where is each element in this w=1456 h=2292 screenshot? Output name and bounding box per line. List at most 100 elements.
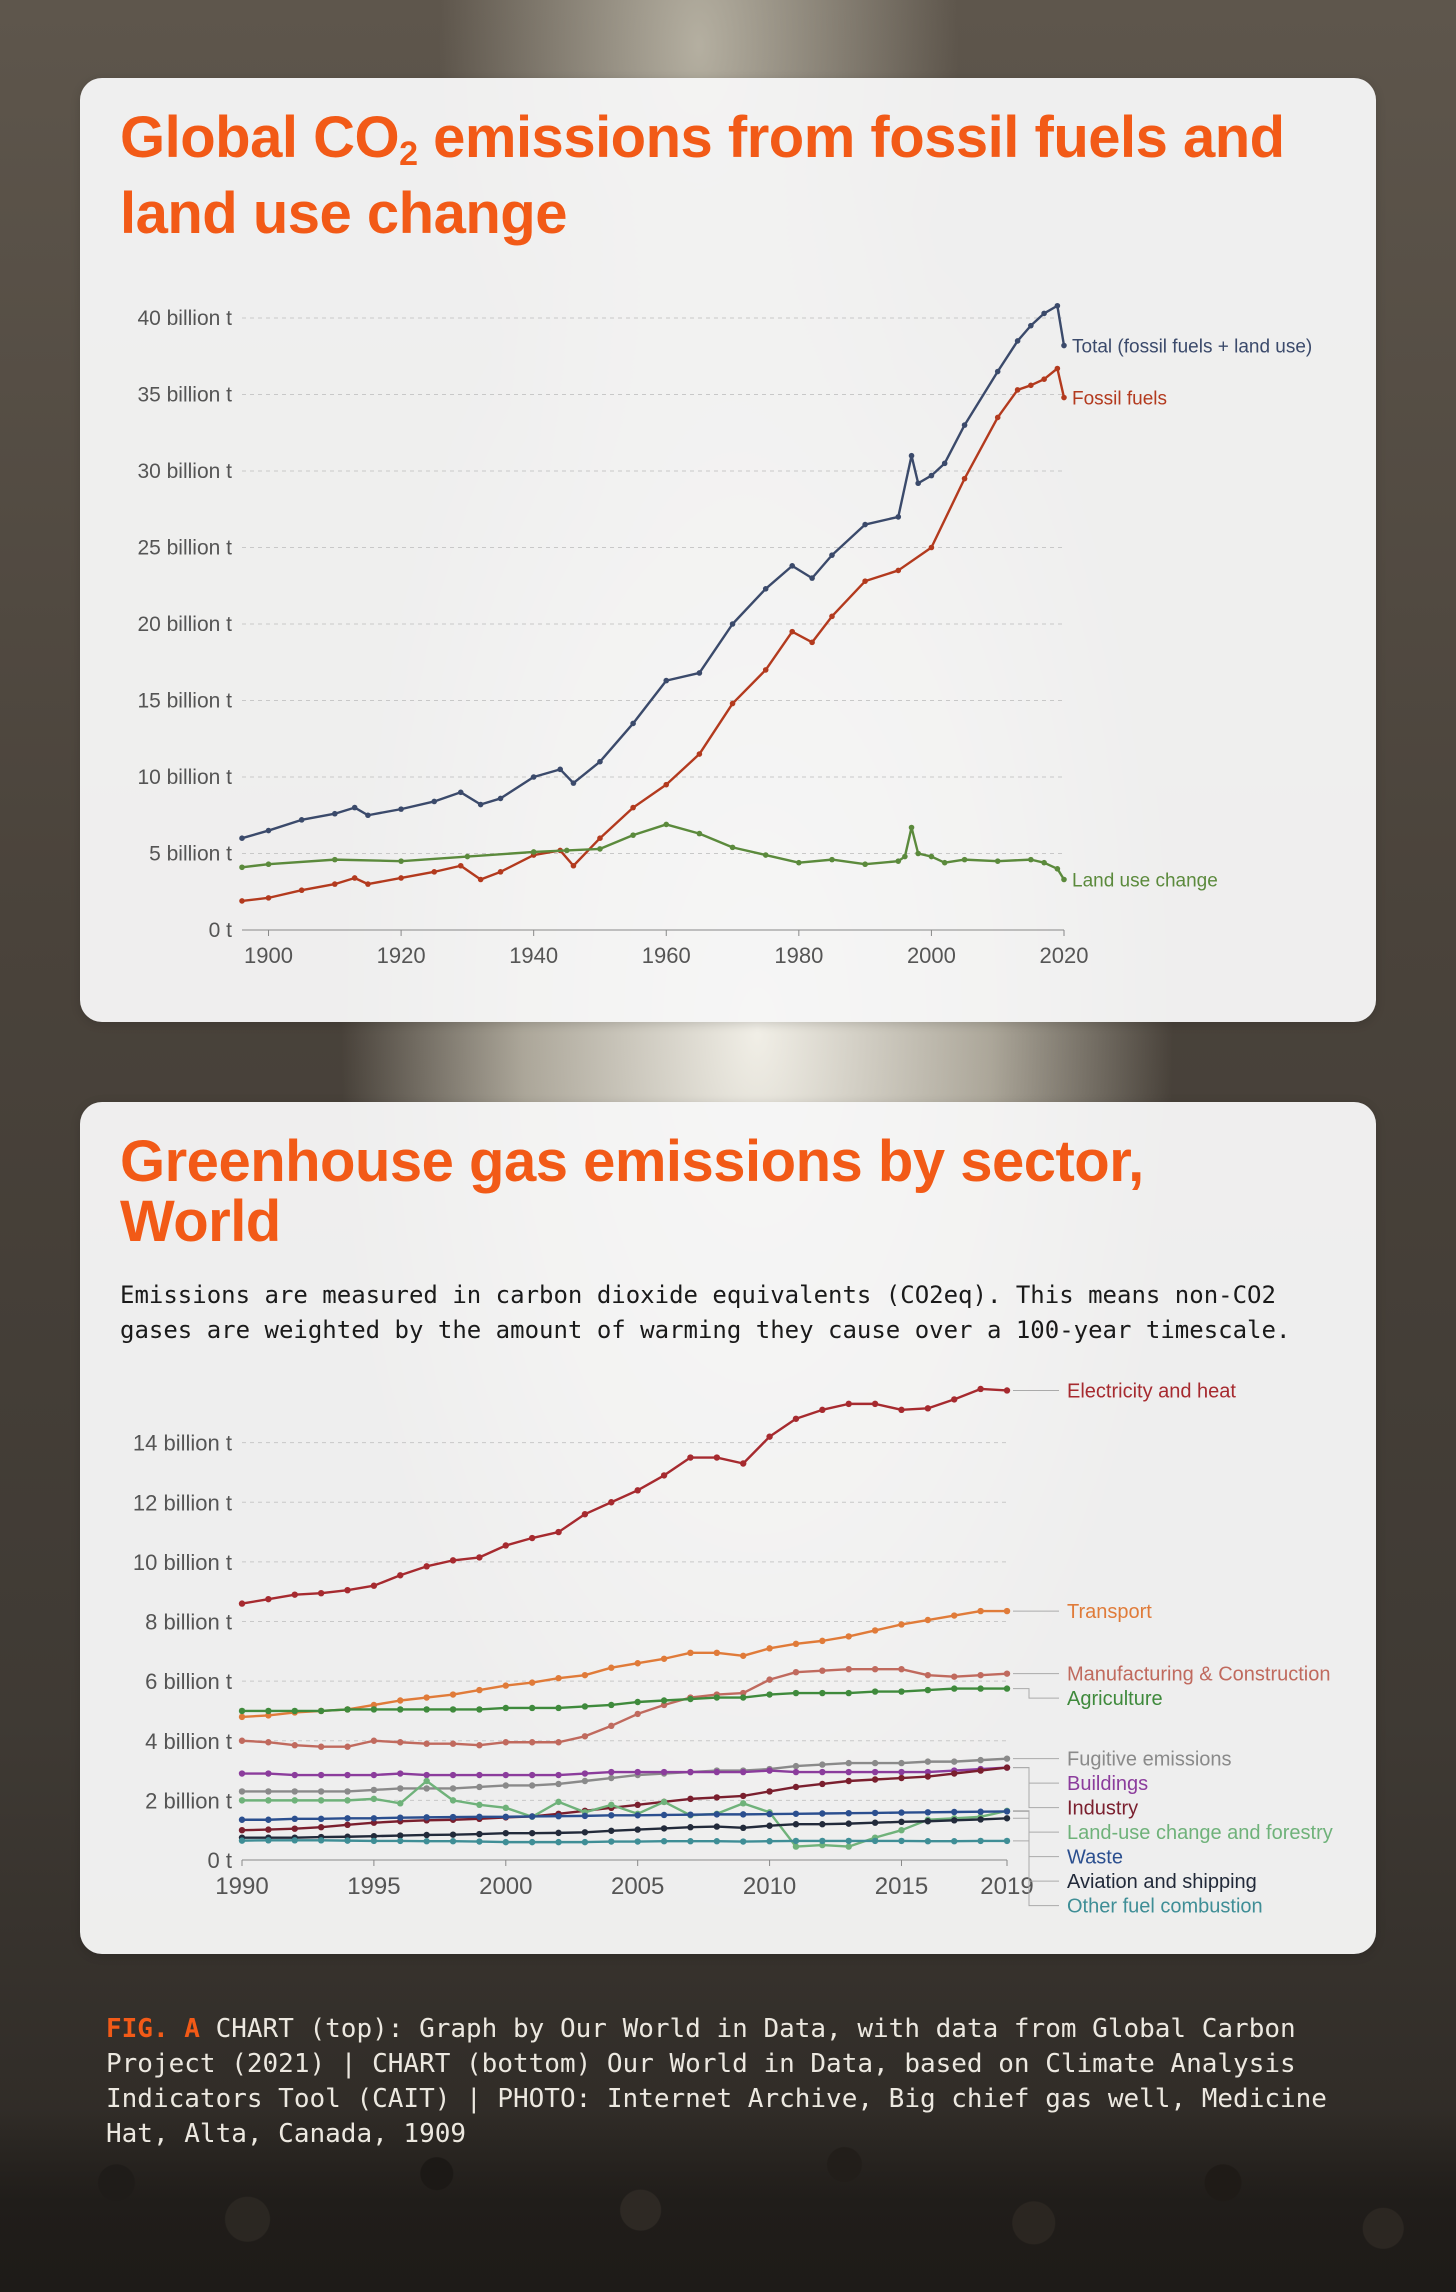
data-point-industry — [951, 1770, 958, 1777]
data-point-land-use-change-and-forestry — [740, 1800, 747, 1807]
data-point-total-fossil-fuels-land-use — [332, 810, 338, 817]
data-point-other-fuel-combustion — [291, 1837, 298, 1844]
x-tick-label: 1990 — [215, 1873, 268, 1900]
data-point-total-fossil-fuels-land-use — [497, 795, 504, 802]
data-point-fossil-fuels — [809, 639, 815, 646]
data-point-aviation-and-shipping — [871, 1819, 879, 1826]
data-point-electricity-and-heat — [423, 1563, 430, 1570]
data-point-total-fossil-fuels-land-use — [630, 720, 636, 727]
data-point-fossil-fuels — [365, 881, 371, 887]
data-point-fugitive-emissions — [291, 1788, 298, 1795]
data-point-fugitive-emissions — [476, 1783, 483, 1791]
data-point-electricity-and-heat — [792, 1415, 800, 1422]
data-point-waste — [1003, 1808, 1011, 1815]
data-point-waste — [766, 1810, 773, 1818]
data-point-buildings — [819, 1768, 826, 1776]
data-point-other-fuel-combustion — [766, 1838, 773, 1845]
data-point-land-use-change — [332, 856, 338, 863]
data-point-land-use-change — [862, 861, 868, 868]
data-point-industry — [291, 1825, 298, 1832]
data-point-electricity-and-heat — [476, 1554, 483, 1561]
data-point-land-use-change — [729, 844, 736, 851]
data-point-land-use-change-and-forestry — [344, 1797, 351, 1804]
data-point-other-fuel-combustion — [344, 1837, 351, 1844]
figure-caption: FIG. A CHART (top): Graph by Our World i… — [106, 2012, 1356, 2152]
data-point-electricity-and-heat — [660, 1472, 668, 1479]
data-point-electricity-and-heat — [265, 1595, 272, 1603]
data-point-manufacturing-construction — [344, 1743, 351, 1750]
y-tick-label: 35 billion t — [137, 384, 232, 407]
data-point-total-fossil-fuels-land-use — [597, 758, 603, 765]
data-point-electricity-and-heat — [871, 1400, 879, 1408]
label-connector-buildings — [1013, 1767, 1059, 1784]
data-point-land-use-change — [530, 849, 537, 855]
data-point-land-use-change — [928, 853, 935, 860]
data-point-total-fossil-fuels-land-use — [789, 563, 796, 569]
data-point-total-fossil-fuels-land-use — [477, 801, 484, 808]
co2-chart-card: Global CO2 emissions from fossil fuels a… — [80, 78, 1376, 1022]
x-tick-label: 2000 — [479, 1873, 532, 1900]
data-point-buildings — [476, 1771, 483, 1779]
data-point-land-use-change — [762, 852, 769, 858]
data-point-transport — [608, 1664, 615, 1671]
data-point-other-fuel-combustion — [687, 1838, 694, 1845]
data-point-fugitive-emissions — [871, 1759, 879, 1767]
data-point-manufacturing-construction — [660, 1701, 668, 1709]
data-point-total-fossil-fuels-land-use — [265, 827, 272, 834]
data-point-manufacturing-construction — [528, 1739, 536, 1746]
data-point-industry — [845, 1777, 852, 1785]
x-tick-label: 1940 — [509, 943, 558, 968]
data-point-aviation-and-shipping — [608, 1827, 615, 1834]
data-point-waste — [792, 1810, 800, 1817]
data-point-buildings — [608, 1768, 615, 1776]
data-point-aviation-and-shipping — [845, 1820, 852, 1827]
label-connector-agriculture — [1013, 1688, 1059, 1699]
data-point-waste — [924, 1809, 932, 1816]
data-point-buildings — [792, 1768, 800, 1776]
data-point-electricity-and-heat — [845, 1400, 852, 1408]
data-point-waste — [660, 1811, 668, 1819]
data-point-other-fuel-combustion — [634, 1838, 641, 1845]
data-point-buildings — [370, 1771, 378, 1779]
data-point-other-fuel-combustion — [1003, 1837, 1011, 1845]
series-line-land-use-change — [241, 823, 1066, 881]
data-point-buildings — [713, 1768, 721, 1776]
data-point-land-use-change — [597, 846, 603, 852]
data-point-land-use-change-and-forestry — [291, 1797, 298, 1804]
data-point-buildings — [397, 1770, 404, 1777]
data-point-total-fossil-fuels-land-use — [994, 368, 1001, 375]
data-point-agriculture — [370, 1706, 378, 1713]
data-point-fugitive-emissions — [819, 1761, 826, 1768]
data-point-total-fossil-fuels-land-use — [1014, 338, 1021, 344]
data-point-industry — [898, 1774, 905, 1782]
data-point-agriculture — [740, 1694, 747, 1701]
data-point-agriculture — [476, 1706, 483, 1713]
data-point-transport — [476, 1686, 483, 1694]
data-point-fugitive-emissions — [528, 1782, 536, 1789]
ghg-chart-title: Greenhouse gas emissions by sector, Worl… — [120, 1129, 1144, 1254]
series-line-manufacturing-construction — [241, 1668, 1008, 1748]
data-point-other-fuel-combustion — [845, 1837, 852, 1845]
data-point-fossil-fuels — [398, 875, 404, 881]
data-point-manufacturing-construction — [555, 1739, 562, 1746]
data-point-electricity-and-heat — [370, 1582, 378, 1589]
data-point-buildings — [871, 1768, 879, 1776]
data-point-fossil-fuels — [332, 881, 338, 887]
label-connector-other-fuel-combustion — [1013, 1840, 1059, 1907]
data-point-land-use-change — [398, 858, 404, 864]
data-point-electricity-and-heat — [977, 1385, 984, 1393]
data-point-other-fuel-combustion — [265, 1837, 272, 1844]
data-point-transport — [951, 1612, 958, 1619]
data-point-land-use-change — [994, 858, 1001, 864]
data-point-waste — [581, 1812, 589, 1820]
data-point-electricity-and-heat — [924, 1405, 932, 1412]
data-point-land-use-change — [630, 832, 636, 838]
data-point-land-use-change-and-forestry — [370, 1795, 378, 1803]
data-point-fossil-fuels — [265, 895, 272, 901]
x-tick-label: 2000 — [907, 943, 956, 968]
data-point-other-fuel-combustion — [740, 1838, 747, 1845]
data-point-fossil-fuels — [570, 862, 577, 869]
data-point-buildings — [502, 1771, 509, 1779]
label-connector-aviation-and-shipping — [1013, 1817, 1059, 1882]
data-point-fossil-fuels — [895, 567, 902, 574]
